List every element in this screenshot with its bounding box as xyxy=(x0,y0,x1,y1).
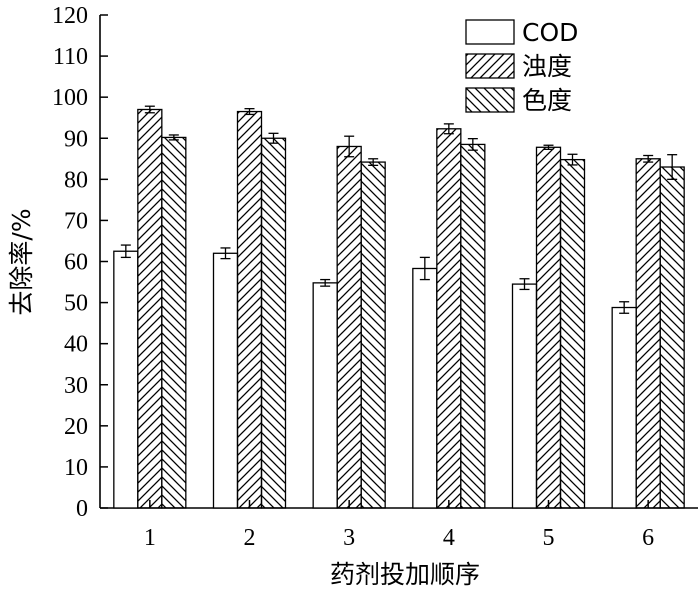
bar-2-cat-6 xyxy=(635,158,661,509)
x-tick-label: 1 xyxy=(144,525,156,551)
x-axis-title: 药剂投加顺序 xyxy=(330,560,480,589)
bar-3-cat-4 xyxy=(460,143,486,509)
legend-swatch-1 xyxy=(465,19,515,45)
bar-1-cat-2 xyxy=(212,252,239,509)
legend-swatch-3 xyxy=(465,87,515,113)
y-tick-label: 30 xyxy=(64,373,88,399)
y-tick-label: 10 xyxy=(64,455,88,481)
legend-swatch-2 xyxy=(465,53,515,79)
legend-label-1: COD xyxy=(522,18,578,47)
bar-1-cat-4 xyxy=(412,267,438,509)
bar-1-cat-6 xyxy=(611,306,637,509)
y-tick-label: 70 xyxy=(64,208,88,234)
bar-2-cat-3 xyxy=(336,145,362,509)
bar-3-cat-2 xyxy=(260,137,287,509)
y-tick-label: 50 xyxy=(64,291,88,317)
bar-3-cat-3 xyxy=(360,161,386,509)
x-tick-label: 6 xyxy=(642,525,654,551)
x-tick-label: 2 xyxy=(244,525,256,551)
y-axis: 0 10 20 30 40 50 60 70 80 90 100 110 120 xyxy=(52,3,108,522)
y-tick-label: 120 xyxy=(52,3,88,29)
bar-3-cat-5 xyxy=(559,158,586,509)
bar-2-cat-4 xyxy=(436,128,462,509)
x-tick-label: 3 xyxy=(343,525,355,551)
bars-group xyxy=(113,105,685,509)
y-tick-label: 110 xyxy=(53,44,88,70)
legend-label-3: 色度 xyxy=(522,86,572,115)
y-tick-label: 80 xyxy=(64,167,88,193)
y-tick-label: 60 xyxy=(64,250,88,276)
bar-1-cat-5 xyxy=(511,283,538,509)
x-axis: 1 2 3 4 5 6 xyxy=(100,500,698,551)
bar-1-cat-1 xyxy=(113,250,139,509)
bar-2-cat-1 xyxy=(137,108,163,509)
bar-3-cat-6 xyxy=(659,166,685,509)
legend-label-2: 浊度 xyxy=(522,52,572,81)
bar-2-cat-5 xyxy=(535,146,562,509)
y-tick-label: 90 xyxy=(64,126,88,152)
x-tick-label: 4 xyxy=(443,525,455,551)
bar-1-cat-3 xyxy=(312,282,338,509)
y-axis-title: 去除率/% xyxy=(7,208,36,315)
y-tick-label: 0 xyxy=(76,496,88,522)
bar-2-cat-2 xyxy=(236,110,263,509)
y-tick-label: 40 xyxy=(64,332,88,358)
x-tick-label: 5 xyxy=(543,525,555,551)
y-tick-label: 100 xyxy=(52,85,88,111)
bar-3-cat-1 xyxy=(161,136,187,509)
y-tick-label: 20 xyxy=(64,414,88,440)
